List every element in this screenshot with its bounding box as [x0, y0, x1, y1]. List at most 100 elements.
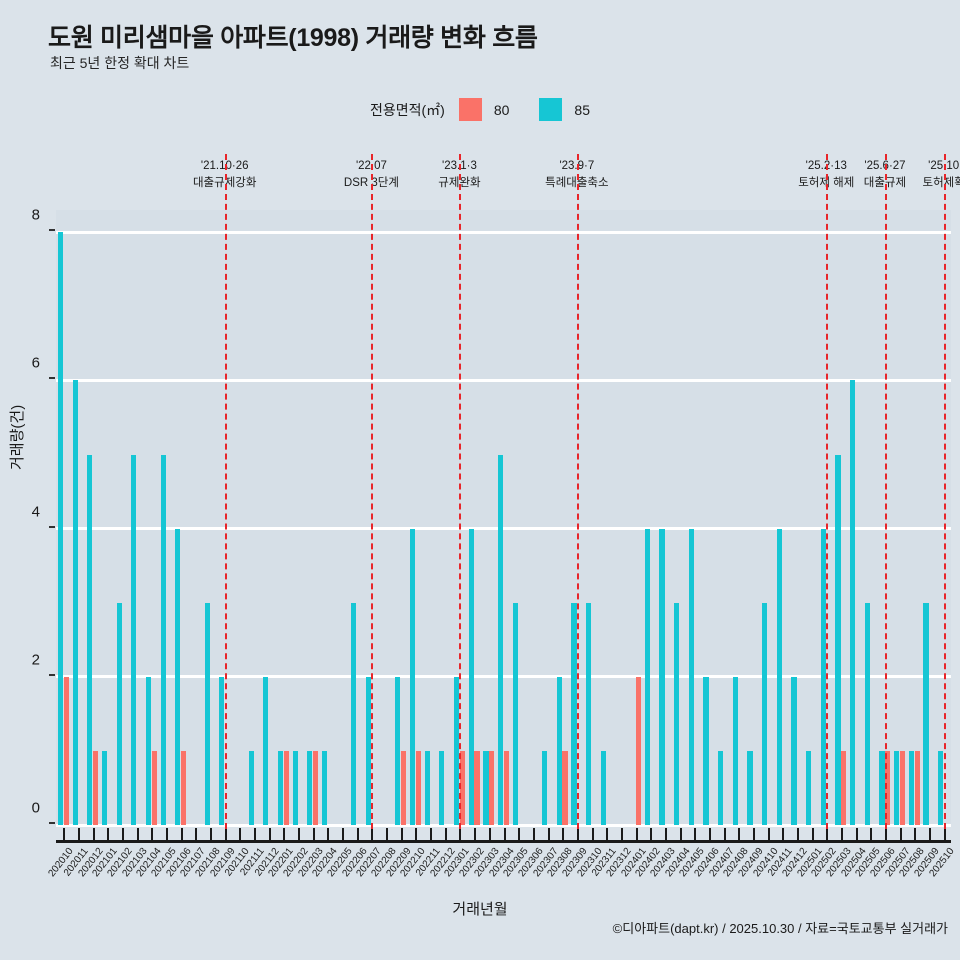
bar-80-202209 — [401, 750, 407, 825]
event-line-0 — [224, 154, 227, 829]
bar-85-202307 — [542, 750, 548, 825]
x-tick-202308 — [562, 828, 565, 841]
event-date-1: '22.07 — [355, 160, 387, 172]
x-tick-202201 — [283, 828, 286, 841]
x-tick-202102 — [122, 828, 125, 841]
event-date-2: '23.1·3 — [442, 160, 477, 172]
y-tick-label-2: 2 — [31, 651, 40, 669]
bar-85-202403 — [659, 528, 665, 825]
bar-85-202101 — [101, 750, 108, 825]
legend-label-85: 85 — [574, 101, 590, 118]
event-line-1 — [371, 154, 374, 829]
event-line-5 — [884, 154, 887, 829]
x-tick-202408 — [738, 828, 741, 841]
bar-85-202211 — [424, 750, 430, 825]
bar-80-202308 — [562, 750, 568, 825]
gridline-y-2 — [56, 675, 951, 679]
bar-80-202302 — [474, 750, 480, 825]
x-tick-202504 — [855, 828, 858, 841]
x-tick-202409 — [752, 828, 755, 841]
x-tick-202311 — [606, 828, 609, 841]
x-tick-202302 — [474, 828, 477, 841]
legend-swatch-85 — [539, 98, 563, 121]
bar-80-202303 — [489, 750, 495, 825]
bar-85-202108 — [204, 602, 210, 825]
y-tick-mark-6 — [49, 377, 55, 380]
x-tick-202107 — [195, 828, 198, 841]
bar-85-202507 — [894, 750, 900, 825]
bar-80-202104 — [151, 750, 157, 825]
x-tick-202309 — [576, 828, 579, 841]
bar-85-202302 — [468, 528, 474, 825]
x-tick-202111 — [254, 828, 257, 841]
x-tick-202109 — [224, 828, 227, 841]
bar-85-202112 — [263, 676, 269, 825]
x-tick-202510 — [943, 828, 946, 841]
y-tick-mark-0 — [49, 822, 55, 824]
x-tick-202203 — [312, 828, 315, 841]
event-date-6: '25.10 — [928, 160, 960, 172]
x-axis-line — [56, 840, 951, 843]
y-tick-mark-4 — [49, 525, 55, 528]
bar-85-202102 — [116, 602, 122, 825]
x-tick-202507 — [899, 828, 902, 841]
bar-85-202202 — [292, 750, 298, 825]
x-tick-202112 — [268, 828, 271, 841]
bar-85-202201 — [277, 750, 284, 825]
bar-85-202505 — [864, 602, 870, 825]
bar-80-202106 — [181, 750, 187, 825]
event-date-3: '23.9·7 — [559, 160, 595, 172]
x-tick-202212 — [444, 828, 447, 841]
x-tick-202108 — [210, 828, 213, 841]
x-tick-202505 — [870, 828, 873, 841]
bar-80-202010 — [63, 676, 69, 825]
x-tick-202410 — [767, 828, 770, 841]
bar-80-202503 — [841, 750, 847, 825]
bar-80-202507 — [899, 750, 906, 825]
bar-85-202210 — [409, 528, 416, 825]
x-tick-202312 — [620, 828, 623, 841]
bar-85-202010 — [57, 232, 64, 825]
bar-85-202506 — [879, 750, 885, 825]
x-tick-202401 — [635, 828, 638, 841]
bar-80-202012 — [92, 750, 99, 825]
bar-85-202412 — [791, 676, 797, 825]
legend-swatch-80 — [458, 98, 482, 121]
event-line-2 — [459, 154, 462, 829]
event-line-6 — [943, 154, 946, 829]
y-tick-mark-2 — [49, 673, 55, 676]
x-tick-202509 — [928, 828, 931, 841]
bar-85-202104 — [145, 676, 152, 825]
bar-85-202409 — [747, 750, 753, 825]
bar-85-202406 — [703, 676, 709, 825]
bar-80-202201 — [283, 750, 289, 825]
bar-85-202503 — [835, 454, 841, 825]
x-tick-202403 — [664, 828, 667, 841]
gridline-y-6 — [56, 378, 951, 382]
x-tick-202406 — [708, 828, 711, 841]
x-tick-202110 — [239, 828, 242, 841]
bar-85-202105 — [160, 454, 166, 825]
bar-85-202311 — [600, 750, 606, 825]
bar-85-202111 — [248, 750, 254, 825]
bar-85-202209 — [395, 676, 401, 825]
x-tick-202209 — [400, 828, 403, 841]
x-tick-202105 — [166, 828, 169, 841]
x-tick-202206 — [356, 828, 359, 841]
gridline-y-4 — [56, 527, 951, 531]
x-tick-202501 — [811, 828, 814, 841]
x-tick-202208 — [386, 828, 389, 841]
bar-80-202203 — [313, 750, 319, 825]
bar-85-202301 — [453, 676, 460, 825]
x-tick-202304 — [503, 828, 506, 841]
bar-80-202506 — [885, 750, 891, 825]
x-tick-202104 — [151, 828, 154, 841]
bar-85-202508 — [908, 750, 914, 825]
plot-area: 0 2 4 6 8 — [32, 154, 951, 829]
bar-85-202408 — [732, 676, 738, 825]
bar-85-202203 — [307, 750, 313, 825]
x-tick-202205 — [342, 828, 345, 841]
chart-legend: 전용면적(㎡) 80 85 — [0, 98, 960, 121]
page-subtitle: 최근 5년 한정 확대 차트 — [50, 55, 190, 71]
event-line-3 — [576, 154, 579, 829]
